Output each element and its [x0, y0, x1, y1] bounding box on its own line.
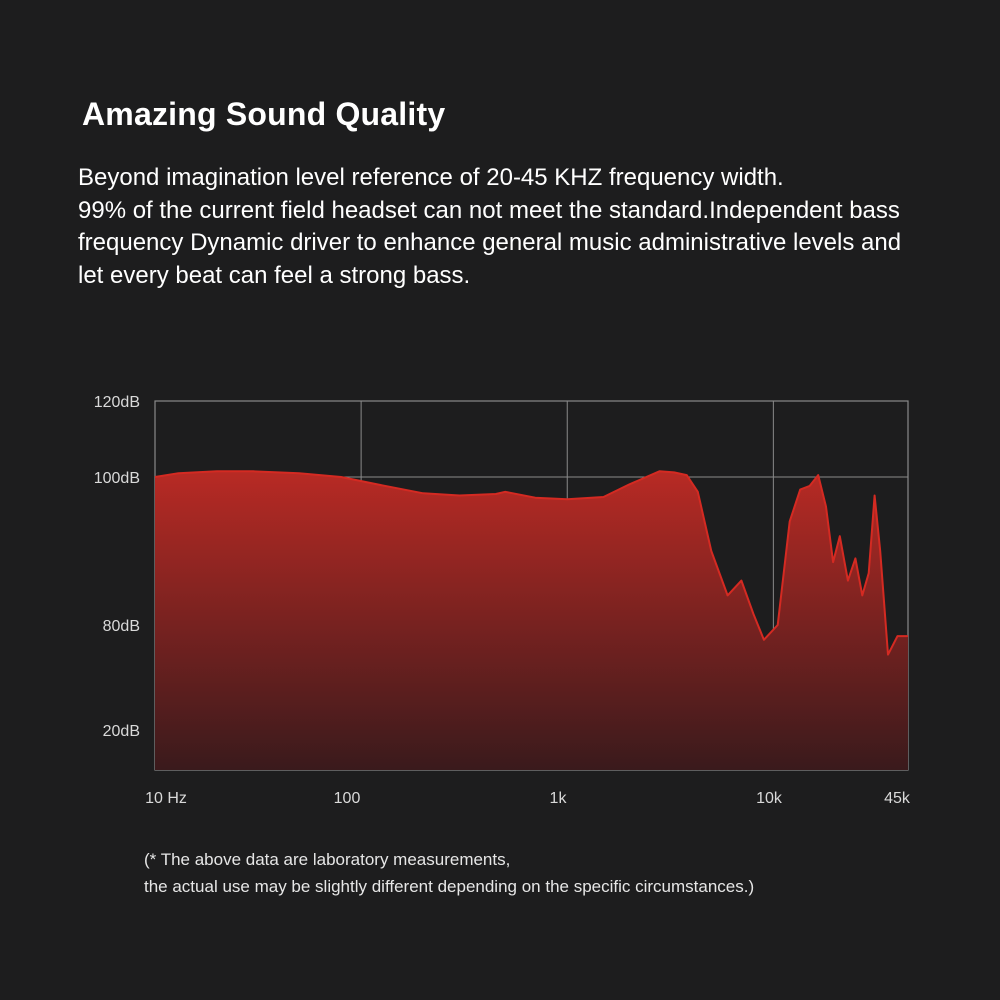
response-area — [155, 471, 908, 770]
footnote-line: the actual use may be slightly different… — [144, 877, 755, 896]
x-tick-label: 100 — [334, 790, 361, 807]
y-tick-label: 20dB — [103, 723, 140, 740]
page-title: Amazing Sound Quality — [82, 96, 446, 132]
description-line: let every beat can feel a strong bass. — [78, 261, 471, 289]
x-tick-label: 45k — [884, 790, 911, 807]
x-tick-label: 10k — [756, 790, 783, 807]
x-tick-label: 1k — [550, 790, 568, 807]
description-line: frequency Dynamic driver to enhance gene… — [78, 229, 902, 256]
x-tick-label: 10 Hz — [145, 790, 187, 807]
response-curve-line — [154, 470, 908, 656]
footnote: (* The above data are laboratory measure… — [144, 846, 754, 900]
y-tick-label: 100dB — [94, 470, 140, 487]
y-tick-label: 80dB — [103, 618, 140, 635]
footnote-line: (* The above data are laboratory measure… — [144, 850, 511, 869]
description-line: Beyond imagination level reference of 20… — [78, 164, 784, 191]
y-tick-label: 120dB — [94, 394, 140, 411]
description-line: 99% of the current field headset can not… — [78, 196, 900, 224]
description: Beyond imagination level reference of 20… — [78, 162, 968, 292]
